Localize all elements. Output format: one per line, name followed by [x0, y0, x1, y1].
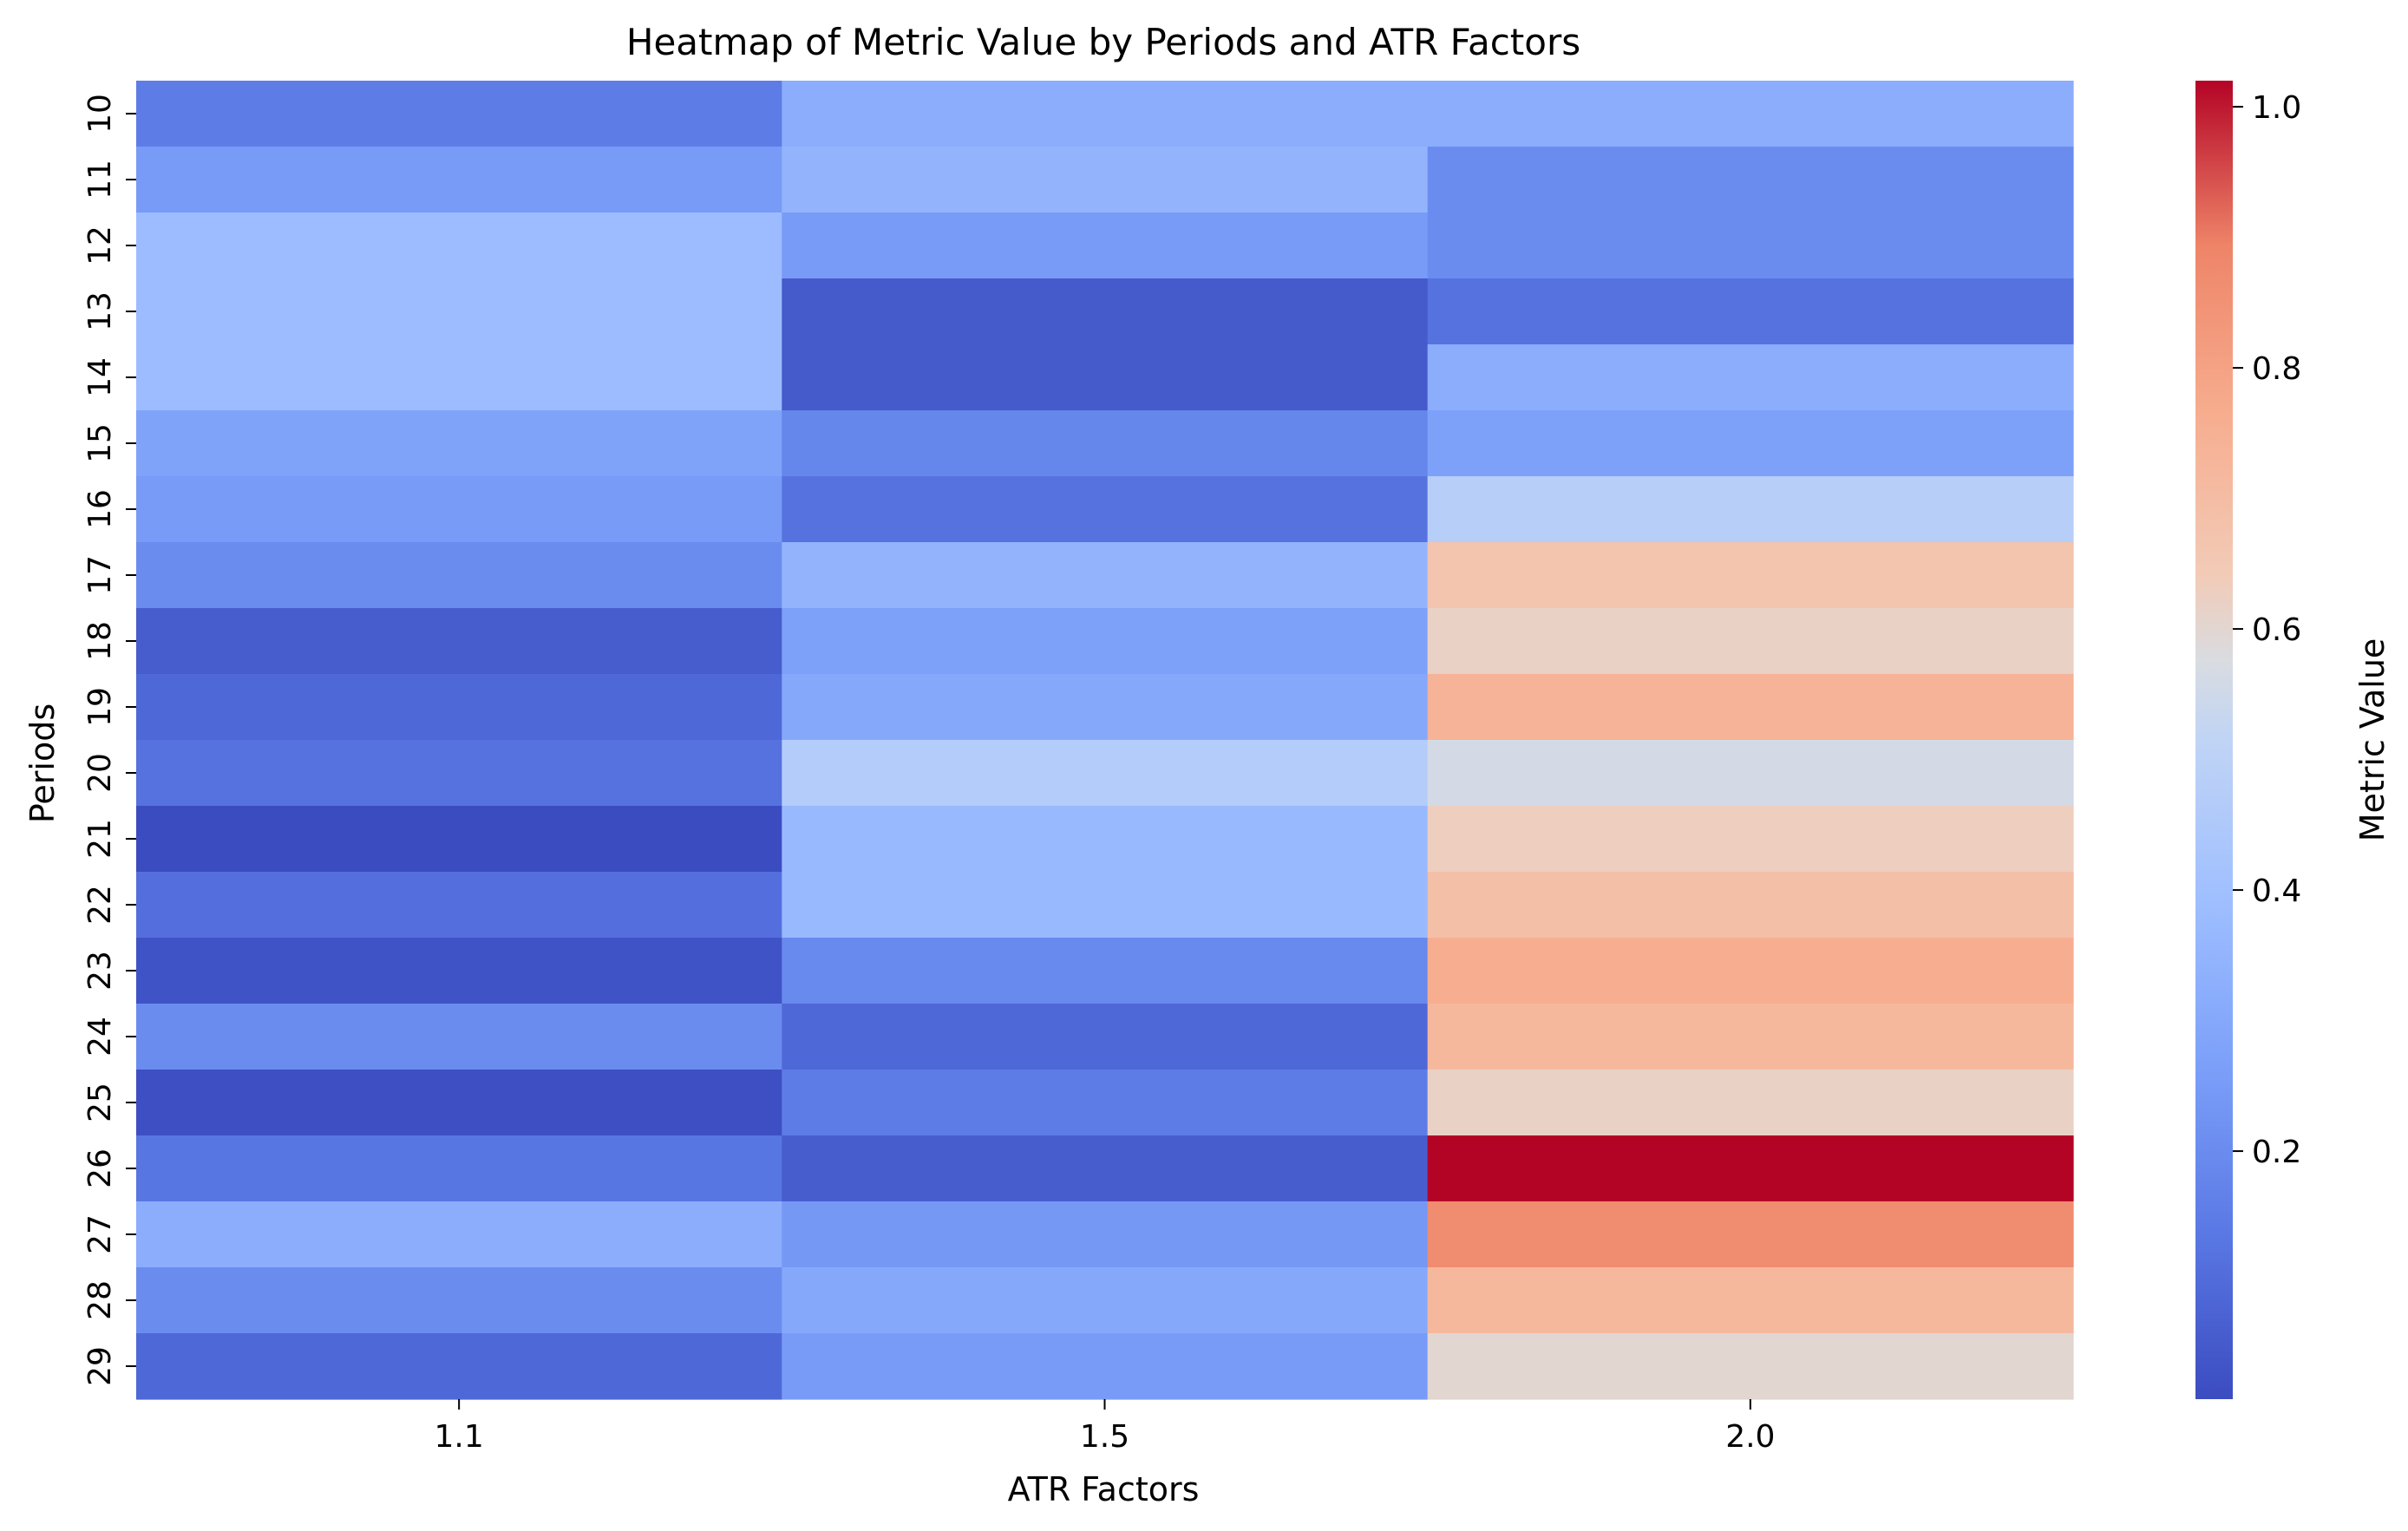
heatmap-cell: [1427, 740, 2074, 807]
heatmap-cell: [782, 1004, 1429, 1070]
y-tick-label: 16: [82, 489, 118, 529]
x-tick-label: 1.1: [435, 1419, 484, 1455]
heatmap-cell: [782, 344, 1429, 411]
heatmap-cell: [782, 542, 1429, 609]
heatmap-cell: [782, 806, 1429, 873]
y-tick-label: 27: [82, 1214, 118, 1254]
y-tick-label: 24: [82, 1017, 118, 1057]
heatmap-cell: [136, 806, 782, 873]
heatmap-cell: [1427, 1070, 2074, 1136]
heatmap-cell: [1427, 81, 2074, 147]
heatmap-cell: [782, 674, 1429, 741]
colorbar-tick-label: 0.4: [2252, 873, 2301, 909]
heatmap-cell: [136, 1070, 782, 1136]
colorbar-tick-label: 0.2: [2252, 1135, 2301, 1170]
heatmap-cell: [782, 872, 1429, 939]
chart-title: Heatmap of Metric Value by Periods and A…: [626, 21, 1580, 63]
heatmap-cell: [1427, 147, 2074, 213]
heatmap-cell: [1427, 476, 2074, 543]
heatmap-cell: [1427, 1267, 2074, 1334]
heatmap-cell: [136, 1333, 782, 1400]
heatmap-cell: [782, 740, 1429, 807]
heatmap-cell: [136, 608, 782, 675]
y-tick-label: 22: [82, 885, 118, 925]
heatmap-cell: [136, 542, 782, 609]
colorbar-ticks: 0.2 0.4 0.6 0.8 1.0: [2233, 90, 2301, 1170]
heatmap-cell: [1427, 674, 2074, 741]
y-tick-label: 18: [82, 621, 118, 661]
x-tick-label: 1.5: [1080, 1419, 1129, 1455]
y-axis-ticks: 10 11 12 13 14 15 16 17 18 19 20 21 22 23 24 25 26 27 28 29: [82, 94, 136, 1386]
heatmap-cell: [782, 1201, 1429, 1268]
colorbar-tick-label: 0.6: [2252, 612, 2301, 648]
x-axis-label: ATR Factors: [1008, 1470, 1200, 1508]
x-axis-ticks: 1.1 1.5 2.0: [435, 1399, 1775, 1455]
y-tick-label: 20: [82, 753, 118, 793]
y-tick-label: 14: [82, 357, 118, 397]
y-tick-label: 10: [82, 94, 118, 134]
heatmap-cell: [1427, 278, 2074, 345]
y-tick-label: 21: [82, 819, 118, 859]
heatmap-cells: [136, 81, 2074, 1400]
y-tick-label: 12: [82, 226, 118, 265]
heatmap-cell: [1427, 1004, 2074, 1070]
heatmap-cell: [136, 1135, 782, 1202]
heatmap-cell: [1427, 542, 2074, 609]
colorbar: [2195, 81, 2233, 1399]
heatmap-cell: [782, 278, 1429, 345]
heatmap-cell: [136, 81, 782, 147]
heatmap-cell: [1427, 344, 2074, 411]
heatmap-cell: [782, 1333, 1429, 1400]
y-tick-label: 28: [82, 1280, 118, 1320]
y-tick-label: 19: [82, 687, 118, 727]
heatmap-cell: [136, 872, 782, 939]
heatmap-cell: [136, 410, 782, 477]
colorbar-label: Metric Value: [2353, 638, 2392, 842]
heatmap-cell: [136, 278, 782, 345]
heatmap-cell: [782, 476, 1429, 543]
heatmap-cell: [782, 1267, 1429, 1334]
heatmap-cell: [1427, 938, 2074, 1004]
x-tick-label: 2.0: [1725, 1419, 1775, 1455]
y-tick-label: 26: [82, 1148, 118, 1188]
heatmap-cell: [1427, 872, 2074, 939]
colorbar-tick-label: 0.8: [2252, 351, 2301, 387]
y-tick-label: 23: [82, 951, 118, 991]
y-tick-label: 25: [82, 1083, 118, 1122]
heatmap-cell: [1427, 806, 2074, 873]
heatmap-cell: [136, 740, 782, 807]
heatmap-cell: [136, 213, 782, 279]
heatmap-cell: [136, 476, 782, 543]
heatmap-cell: [1427, 410, 2074, 477]
heatmap-cell: [782, 147, 1429, 213]
heatmap-cell: [136, 344, 782, 411]
heatmap-cell: [782, 410, 1429, 477]
heatmap-cell: [782, 81, 1429, 147]
y-tick-label: 13: [82, 291, 118, 331]
heatmap-cell: [1427, 213, 2074, 279]
heatmap-cell: [136, 1201, 782, 1268]
y-tick-label: 17: [82, 555, 118, 595]
heatmap-cell: [136, 147, 782, 213]
heatmap-cell: [782, 213, 1429, 279]
heatmap-cell: [1427, 1333, 2074, 1400]
heatmap-cell: [1427, 608, 2074, 675]
heatmap-cell: [1427, 1201, 2074, 1268]
heatmap-cell: [136, 1004, 782, 1070]
y-axis-label: Periods: [23, 703, 62, 823]
heatmap-cell: [782, 608, 1429, 675]
y-tick-label: 15: [82, 423, 118, 463]
colorbar-tick-label: 1.0: [2252, 90, 2301, 126]
heatmap-cell: [782, 938, 1429, 1004]
heatmap-cell: [1427, 1135, 2074, 1202]
y-tick-label: 29: [82, 1346, 118, 1386]
heatmap-cell: [136, 938, 782, 1004]
heatmap-cell: [782, 1070, 1429, 1136]
heatmap-cell: [136, 1267, 782, 1334]
heatmap-cell: [782, 1135, 1429, 1202]
y-tick-label: 11: [82, 160, 118, 200]
heatmap-cell: [136, 674, 782, 741]
